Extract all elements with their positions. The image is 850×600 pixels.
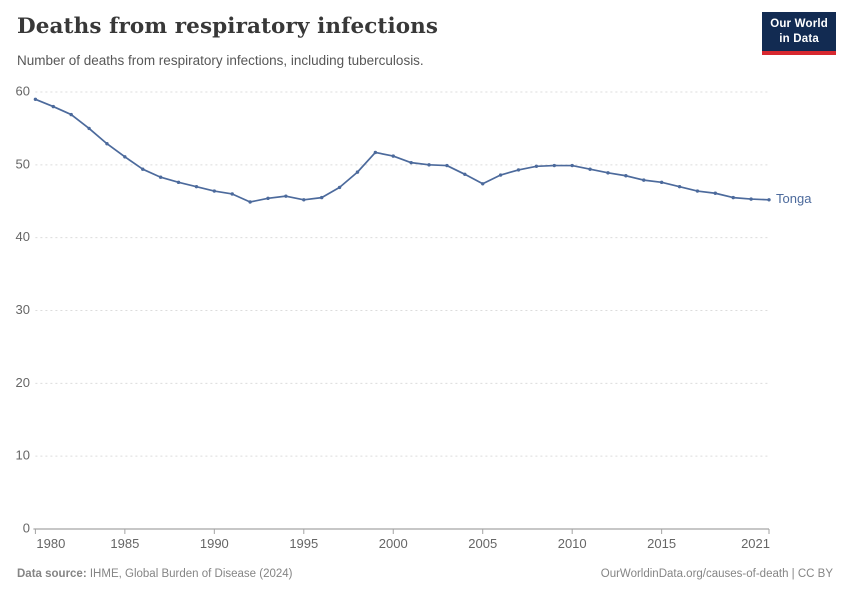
credit-link[interactable]: OurWorldinData.org/causes-of-death | CC … xyxy=(600,568,833,580)
data-source: Data source: IHME, Global Burden of Dise… xyxy=(17,568,293,580)
svg-text:50: 50 xyxy=(16,156,30,171)
svg-text:2015: 2015 xyxy=(647,536,676,551)
svg-text:1990: 1990 xyxy=(200,536,229,551)
svg-text:1995: 1995 xyxy=(289,536,318,551)
owid-logo[interactable]: Our World in Data xyxy=(762,12,836,55)
svg-text:2010: 2010 xyxy=(558,536,587,551)
svg-text:20: 20 xyxy=(16,375,30,390)
chart-subtitle: Number of deaths from respiratory infect… xyxy=(17,53,424,68)
svg-text:10: 10 xyxy=(16,448,30,463)
logo-line1: Our World xyxy=(770,18,828,30)
svg-text:Tonga: Tonga xyxy=(776,191,812,206)
svg-text:30: 30 xyxy=(16,302,30,317)
svg-text:2021: 2021 xyxy=(741,536,770,551)
svg-text:1985: 1985 xyxy=(110,536,139,551)
line-chart[interactable]: 0 10 20 30 40 50 60 1980 1985 1990 1995 2000 2005 201… xyxy=(0,80,850,560)
data-source-label: Data source: xyxy=(17,568,87,580)
svg-text:40: 40 xyxy=(16,229,30,244)
svg-text:1980: 1980 xyxy=(36,536,65,551)
svg-text:60: 60 xyxy=(16,83,30,98)
logo-line2: in Data xyxy=(779,33,819,45)
data-source-text: IHME, Global Burden of Disease (2024) xyxy=(86,568,293,580)
chart-footer: Data source: IHME, Global Burden of Dise… xyxy=(17,568,833,580)
svg-text:2005: 2005 xyxy=(468,536,497,551)
page-title: Deaths from respiratory infections xyxy=(17,14,439,39)
svg-text:0: 0 xyxy=(23,520,30,535)
svg-text:2000: 2000 xyxy=(379,536,408,551)
